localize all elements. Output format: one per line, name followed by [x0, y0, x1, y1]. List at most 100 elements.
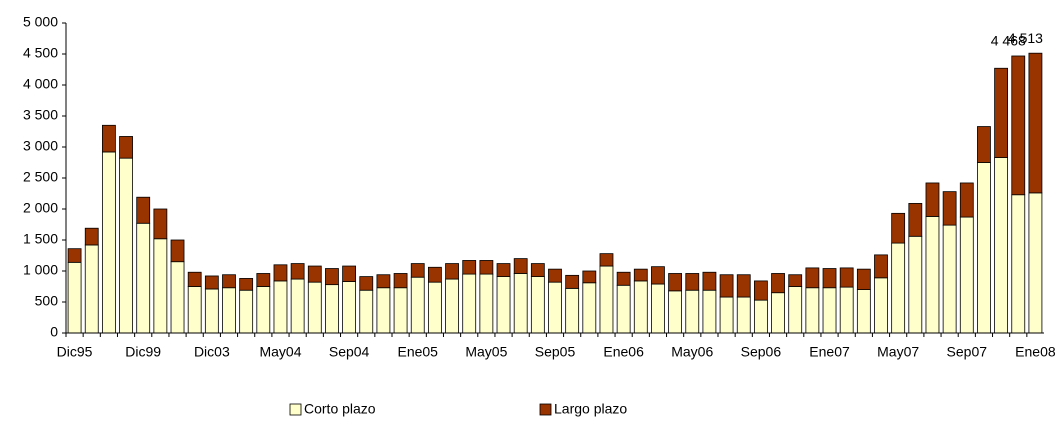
bar-segment: [753, 299, 768, 334]
y-tick-label: 3 000: [23, 138, 58, 154]
bar-segment: [427, 266, 442, 283]
bar-segment: [479, 273, 494, 334]
bar-segment: [513, 258, 528, 274]
bar-segment: [1011, 55, 1026, 196]
bar-segment: [856, 268, 871, 291]
bar-segment: [136, 222, 151, 334]
bar-segment: [256, 273, 271, 287]
y-tick-label: 1 500: [23, 231, 58, 247]
x-tick-label: Sep07: [947, 344, 988, 360]
bar-segment: [273, 264, 288, 282]
bar-segment: [616, 271, 631, 286]
bar-segment: [530, 276, 545, 334]
x-tick-label: May07: [877, 344, 919, 360]
bar-segment: [496, 263, 511, 277]
bar-segment: [359, 289, 374, 334]
bar-segment: [874, 277, 888, 334]
bar-segment: [771, 292, 785, 334]
bar-segment: [462, 260, 477, 275]
bar-segment: [479, 260, 494, 275]
bar-segment: [891, 212, 906, 244]
legend-label: Largo plazo: [554, 401, 627, 417]
bar-segment: [307, 265, 322, 283]
bar-segment: [393, 287, 408, 334]
x-tick-label: May05: [465, 344, 507, 360]
legend-swatch: [539, 403, 552, 416]
bar-segment: [462, 273, 477, 334]
bar-segment: [1028, 192, 1043, 334]
bar-segment: [771, 273, 785, 294]
bar-segment: [565, 287, 580, 334]
bar-segment: [908, 235, 923, 334]
bar-segment: [668, 273, 683, 292]
bar-segment: [633, 268, 648, 282]
y-tick-label: 2 500: [23, 169, 58, 185]
x-tick-label: Ene05: [397, 344, 438, 360]
bar-segment: [548, 268, 562, 283]
bar-segment: [325, 284, 339, 334]
bar-segment: [599, 265, 614, 334]
bar-segment: [805, 267, 820, 289]
bar-segment: [445, 263, 459, 280]
bar-segment: [702, 271, 717, 291]
x-tick-label: Dic03: [194, 344, 230, 360]
bar-segment: [736, 274, 751, 298]
bar-segment: [530, 263, 545, 277]
bar-segment: [942, 191, 957, 226]
y-tick-label: 3 500: [23, 107, 58, 123]
bar-segment: [822, 287, 837, 334]
bar-segment: [959, 182, 974, 218]
bar-segment: [204, 275, 219, 290]
bar-segment: [668, 290, 683, 334]
bar-segment: [942, 224, 957, 334]
x-tick-label: Ene07: [809, 344, 850, 360]
bar-segment: [1028, 52, 1043, 194]
bar-segment: [239, 289, 254, 334]
bar-segment: [959, 216, 974, 334]
bar-segment: [170, 261, 185, 334]
bar-segment: [101, 151, 116, 334]
x-tick-label: Ene08: [1015, 344, 1056, 360]
bar-segment: [839, 286, 854, 334]
x-tick-label: May06: [671, 344, 713, 360]
bar-segment: [633, 280, 648, 334]
bar-segment: [187, 286, 202, 334]
bar-segment: [977, 126, 991, 163]
bar-segment: [136, 196, 151, 224]
bar-segment: [513, 273, 528, 334]
bar-segment: [239, 278, 254, 291]
bar-segment: [548, 281, 562, 334]
bar-segment: [101, 124, 116, 153]
bar-segment: [290, 263, 305, 280]
bar-segment: [788, 274, 803, 287]
y-tick-label: 500: [35, 293, 59, 309]
bar-segment: [376, 287, 391, 334]
bar-segment: [119, 136, 133, 159]
bar-segment: [685, 273, 700, 291]
bar-segment: [187, 271, 202, 287]
bar-segment: [342, 265, 357, 282]
bar-segment: [891, 242, 906, 334]
bar-segment: [84, 227, 99, 246]
bar-segment: [342, 281, 357, 334]
y-tick-label: 5 000: [23, 14, 58, 30]
bar-segment: [719, 274, 734, 298]
bar-segment: [582, 270, 597, 284]
bar-segment: [84, 244, 99, 334]
bar-segment: [359, 276, 374, 291]
bar-segment: [616, 284, 631, 334]
bar-segment: [822, 268, 837, 289]
bar-segment: [753, 280, 768, 301]
bar-segment: [290, 278, 305, 334]
y-tick-label: 1 000: [23, 262, 58, 278]
legend-swatch: [289, 403, 302, 416]
x-tick-label: Sep05: [535, 344, 576, 360]
bar-segment: [273, 280, 288, 334]
bar-segment: [719, 296, 734, 334]
bar-segment: [445, 278, 459, 334]
bar-segment: [170, 239, 185, 263]
bar-segment: [805, 287, 820, 334]
bar-segment: [736, 296, 751, 334]
y-tick-label: 2 000: [23, 200, 58, 216]
x-tick-label: Sep06: [741, 344, 782, 360]
